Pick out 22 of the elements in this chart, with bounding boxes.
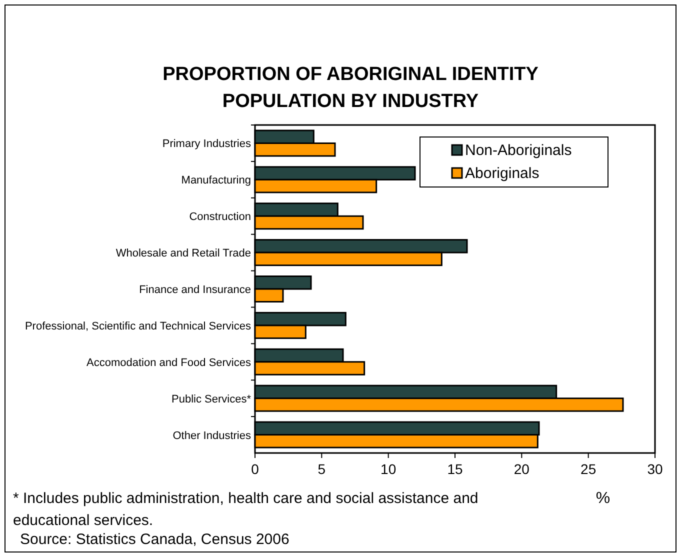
y-tick-label: Manufacturing bbox=[181, 174, 251, 187]
legend-label: Aboriginals bbox=[465, 165, 540, 182]
x-tick-label: 5 bbox=[318, 461, 326, 477]
x-tick-label: 30 bbox=[647, 461, 663, 477]
source-note: Source: Statistics Canada, Census 2006 bbox=[20, 531, 290, 548]
x-tick-label: 10 bbox=[380, 461, 396, 477]
x-tick-label: 20 bbox=[514, 461, 530, 477]
y-tick-label: Other Industries bbox=[172, 430, 252, 442]
x-tick-label: 15 bbox=[447, 461, 463, 477]
y-tick-label: Wholesale and Retail Trade bbox=[116, 248, 251, 260]
chart-title: PROPORTION OF ABORIGINAL IDENTITY POPULATION BY INDUSTRY bbox=[162, 64, 539, 112]
y-tick-label: Accomodation and Food Services bbox=[86, 356, 252, 369]
y-tick-label: Primary Industries bbox=[162, 138, 252, 150]
y-tick-label: Public Services* bbox=[172, 393, 252, 406]
x-tick-label: 0 bbox=[251, 461, 260, 477]
text: * Includes public administration, health care and social assistance and educational services. bbox=[13, 490, 478, 529]
x-tick-label: 25 bbox=[580, 461, 596, 477]
x-axis-title: % bbox=[596, 490, 610, 507]
legend-label: Non-Aboriginals bbox=[465, 142, 572, 159]
y-tick-label: Construction bbox=[189, 211, 251, 224]
y-tick-label: Professional, Scientific and Technical Services bbox=[24, 320, 252, 332]
y-tick-label: Finance and Insurance bbox=[139, 284, 251, 296]
